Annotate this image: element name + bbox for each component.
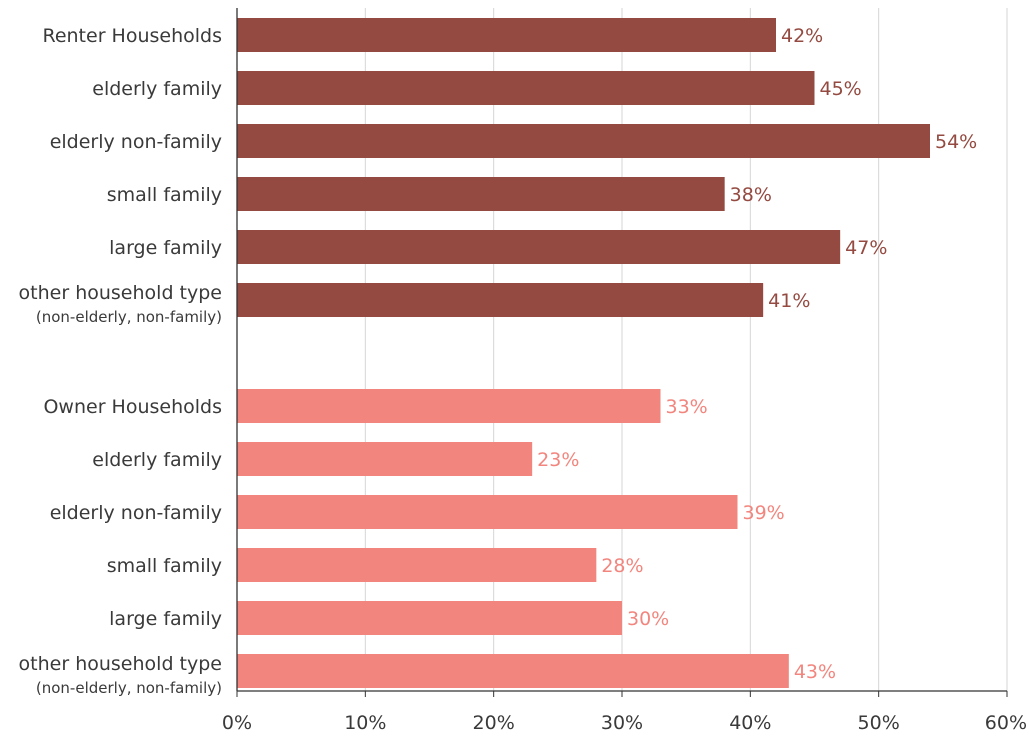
value-label: 43% bbox=[794, 661, 836, 683]
bar bbox=[237, 71, 815, 105]
category-label: Owner Households bbox=[43, 396, 222, 418]
x-tick-label: 40% bbox=[729, 712, 771, 734]
category-label: other household type bbox=[19, 653, 222, 675]
category-label: elderly family bbox=[92, 78, 222, 100]
category-label: small family bbox=[107, 555, 222, 577]
category-label: elderly non-family bbox=[50, 131, 222, 153]
value-label: 28% bbox=[601, 555, 643, 577]
bar bbox=[237, 18, 776, 52]
category-labels: Renter Households elderly family elderly n… bbox=[19, 25, 222, 697]
bar bbox=[237, 442, 533, 476]
value-label: 47% bbox=[845, 237, 887, 259]
bar bbox=[237, 124, 930, 158]
value-label: 23% bbox=[537, 449, 579, 471]
category-label: large family bbox=[109, 237, 222, 259]
bar bbox=[237, 495, 738, 529]
category-label: small family bbox=[107, 184, 222, 206]
category-sublabel: (non-elderly, non-family) bbox=[36, 308, 222, 326]
bar bbox=[237, 283, 764, 317]
category-label: Renter Households bbox=[42, 25, 222, 47]
value-label: 39% bbox=[743, 502, 785, 524]
category-sublabel: (non-elderly, non-family) bbox=[36, 679, 222, 697]
bar bbox=[237, 177, 725, 211]
x-tick-label: 0% bbox=[222, 712, 252, 734]
x-tick-label: 10% bbox=[344, 712, 386, 734]
bars bbox=[237, 18, 930, 688]
axes: 0% 10% 20% 30% 40% 50% 60% bbox=[222, 8, 1027, 734]
bar bbox=[237, 389, 661, 423]
value-label: 30% bbox=[627, 608, 669, 630]
x-tick-label: 30% bbox=[601, 712, 643, 734]
bar bbox=[237, 601, 622, 635]
x-tick-label: 50% bbox=[858, 712, 900, 734]
category-label: large family bbox=[109, 608, 222, 630]
category-label: elderly non-family bbox=[50, 502, 222, 524]
category-label: other household type bbox=[19, 282, 222, 304]
value-label: 41% bbox=[768, 290, 810, 312]
bar bbox=[237, 230, 841, 264]
category-label: elderly family bbox=[92, 449, 222, 471]
value-label: 42% bbox=[781, 25, 823, 47]
value-labels: 42% 45% 54% 38% 47% 41% 33% 23% 39% 28% 30% 43% bbox=[537, 25, 977, 683]
value-label: 33% bbox=[666, 396, 708, 418]
value-label: 54% bbox=[935, 131, 977, 153]
x-tick-label: 60% bbox=[985, 712, 1027, 734]
x-tick-label: 20% bbox=[473, 712, 515, 734]
bar bbox=[237, 654, 789, 688]
gridlines bbox=[364, 8, 1008, 691]
bar bbox=[237, 548, 597, 582]
value-label: 45% bbox=[820, 78, 862, 100]
value-label: 38% bbox=[730, 184, 772, 206]
